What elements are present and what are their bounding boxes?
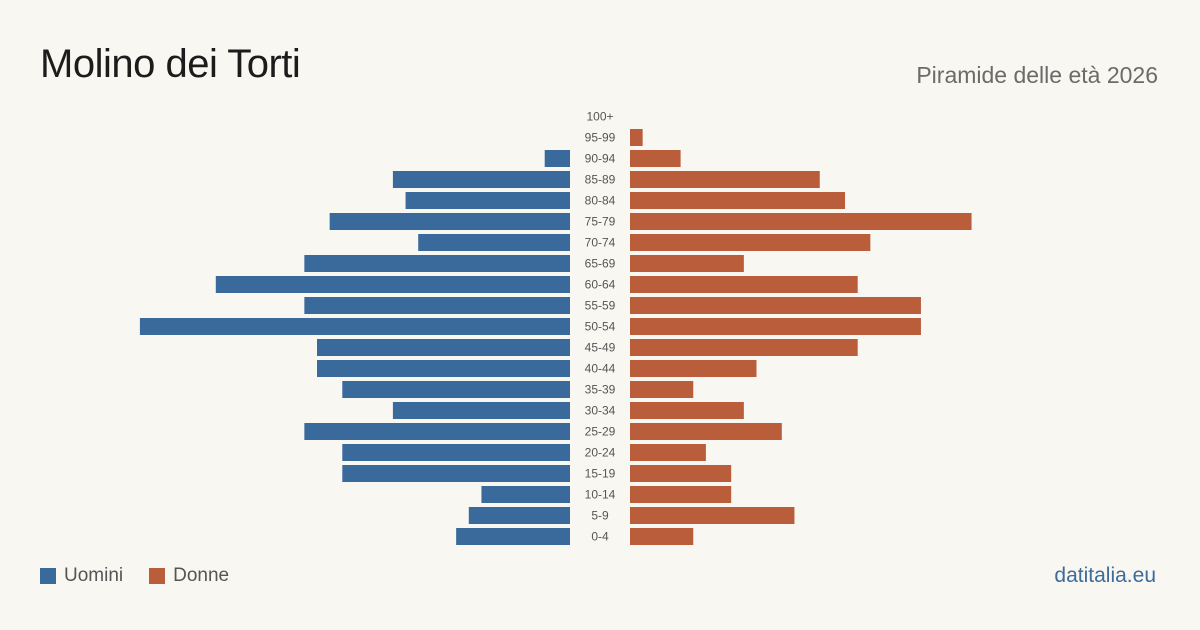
age-label-10-14: 10-14 <box>585 488 616 502</box>
bar-men-65-69 <box>304 255 570 272</box>
bar-women-55-59 <box>630 297 921 314</box>
bar-women-0-4 <box>630 528 694 545</box>
age-label-40-44: 40-44 <box>585 362 616 376</box>
source-link[interactable]: datitalia.eu <box>1054 564 1156 587</box>
age-label-5-9: 5-9 <box>591 509 609 523</box>
bar-women-5-9 <box>630 507 795 524</box>
bar-women-35-39 <box>630 381 694 398</box>
bar-women-15-19 <box>630 465 732 482</box>
bar-men-55-59 <box>304 297 570 314</box>
bar-men-75-79 <box>329 213 570 230</box>
bar-women-25-29 <box>630 423 782 440</box>
bar-men-50-54 <box>139 318 570 335</box>
age-label-65-69: 65-69 <box>585 257 616 271</box>
age-label-85-89: 85-89 <box>585 173 616 187</box>
age-label-75-79: 75-79 <box>585 215 616 229</box>
legend-item-women: Donne <box>149 565 229 587</box>
bar-women-90-94 <box>630 150 681 167</box>
bar-men-10-14 <box>481 486 570 503</box>
bar-men-60-64 <box>215 276 571 293</box>
bar-men-40-44 <box>317 360 570 377</box>
bar-men-0-4 <box>456 528 570 545</box>
bar-women-80-84 <box>630 192 846 209</box>
age-label-100plus: 100+ <box>586 110 613 124</box>
bar-women-95-99 <box>630 129 643 146</box>
legend-item-men: Uomini <box>40 565 123 587</box>
bar-women-60-64 <box>630 276 858 293</box>
age-label-35-39: 35-39 <box>585 383 616 397</box>
bar-women-30-34 <box>630 402 744 419</box>
age-label-95-99: 95-99 <box>585 131 616 145</box>
age-label-0-4: 0-4 <box>591 530 609 544</box>
bar-men-35-39 <box>342 381 570 398</box>
legend-swatch-men <box>40 568 56 584</box>
age-label-60-64: 60-64 <box>585 278 616 292</box>
legend-label-women: Donne <box>173 565 230 586</box>
age-label-50-54: 50-54 <box>585 320 616 334</box>
legend-label-men: Uomini <box>64 565 124 586</box>
chart-subtitle: Piramide delle età 2026 <box>916 62 1158 88</box>
bar-women-40-44 <box>630 360 757 377</box>
age-label-70-74: 70-74 <box>585 236 616 250</box>
bar-women-75-79 <box>630 213 972 230</box>
bar-women-65-69 <box>630 255 744 272</box>
age-label-80-84: 80-84 <box>585 194 616 208</box>
bar-men-25-29 <box>304 423 570 440</box>
bar-men-5-9 <box>468 507 570 524</box>
bar-women-50-54 <box>630 318 921 335</box>
age-label-20-24: 20-24 <box>585 446 616 460</box>
age-label-15-19: 15-19 <box>585 467 616 481</box>
bar-men-30-34 <box>392 402 570 419</box>
legend: Uomini Donne <box>40 565 255 587</box>
age-label-90-94: 90-94 <box>585 152 616 166</box>
bar-women-45-49 <box>630 339 858 356</box>
bar-men-15-19 <box>342 465 570 482</box>
bar-women-85-89 <box>630 171 820 188</box>
bar-men-80-84 <box>405 192 570 209</box>
age-label-45-49: 45-49 <box>585 341 616 355</box>
bar-men-45-49 <box>317 339 570 356</box>
bar-men-85-89 <box>392 171 570 188</box>
bar-women-20-24 <box>630 444 706 461</box>
bar-women-70-74 <box>630 234 871 251</box>
bar-men-20-24 <box>342 444 570 461</box>
bar-men-90-94 <box>544 150 570 167</box>
age-label-30-34: 30-34 <box>585 404 616 418</box>
legend-swatch-women <box>149 568 166 584</box>
chart-title: Molino dei Torti <box>40 42 301 86</box>
bar-women-10-14 <box>630 486 732 503</box>
bar-men-70-74 <box>418 234 570 251</box>
age-label-55-59: 55-59 <box>585 299 616 313</box>
age-label-25-29: 25-29 <box>585 425 616 439</box>
